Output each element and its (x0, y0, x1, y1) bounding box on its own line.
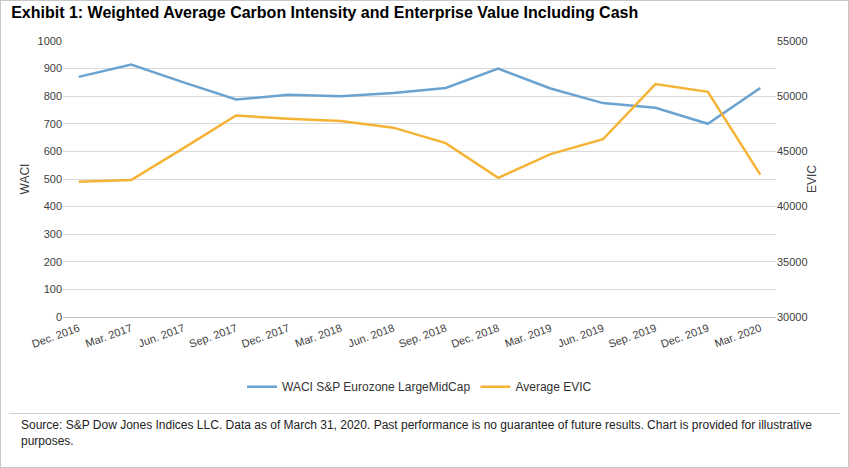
svg-text:100: 100 (44, 283, 62, 295)
svg-text:Dec. 2017: Dec. 2017 (240, 321, 291, 349)
svg-text:Jun. 2017: Jun. 2017 (137, 321, 187, 349)
svg-text:Mar. 2017: Mar. 2017 (84, 321, 134, 349)
svg-text:Mar. 2019: Mar. 2019 (503, 321, 553, 349)
svg-text:WACI S&P Eurozone LargeMidCap: WACI S&P Eurozone LargeMidCap (282, 380, 470, 394)
svg-text:55000: 55000 (777, 35, 808, 47)
svg-text:400: 400 (44, 200, 62, 212)
svg-text:40000: 40000 (777, 200, 808, 212)
html-text:Source: S&P Dow Jones Indices: Source: S&P Dow Jones Indices LLC. Data … (21, 418, 812, 448)
svg-text:45000: 45000 (777, 145, 808, 157)
svg-text:EVIC: EVIC (805, 165, 819, 193)
svg-text:Sep. 2019: Sep. 2019 (607, 321, 658, 349)
svg-text:500: 500 (44, 173, 62, 185)
svg-text:700: 700 (44, 118, 62, 130)
svg-text:0: 0 (56, 311, 62, 323)
svg-text:900: 900 (44, 62, 62, 74)
svg-text:Dec. 2018: Dec. 2018 (449, 321, 500, 349)
svg-text:30000: 30000 (777, 311, 808, 323)
svg-text:300: 300 (44, 228, 62, 240)
svg-text:Exhibit 1: Weighted Average Ca: Exhibit 1: Weighted Average Carbon Inten… (11, 4, 638, 21)
svg-text:35000: 35000 (777, 256, 808, 268)
svg-text:Jun. 2019: Jun. 2019 (556, 321, 606, 349)
svg-text:Mar. 2020: Mar. 2020 (713, 321, 763, 349)
svg-text:200: 200 (44, 256, 62, 268)
svg-text:Dec. 2019: Dec. 2019 (659, 321, 710, 349)
svg-text:Average EVIC: Average EVIC (515, 380, 591, 394)
svg-text:Sep. 2018: Sep. 2018 (397, 321, 448, 349)
svg-text:Dec. 2016: Dec. 2016 (30, 321, 81, 349)
svg-text:600: 600 (44, 145, 62, 157)
svg-text:1000: 1000 (38, 35, 62, 47)
svg-text:800: 800 (44, 90, 62, 102)
svg-text:Jun. 2018: Jun. 2018 (346, 321, 396, 349)
svg-text:Mar. 2018: Mar. 2018 (293, 321, 343, 349)
svg-text:Sep. 2017: Sep. 2017 (187, 321, 238, 349)
svg-text:WACI: WACI (18, 164, 32, 195)
svg-text:50000: 50000 (777, 90, 808, 102)
